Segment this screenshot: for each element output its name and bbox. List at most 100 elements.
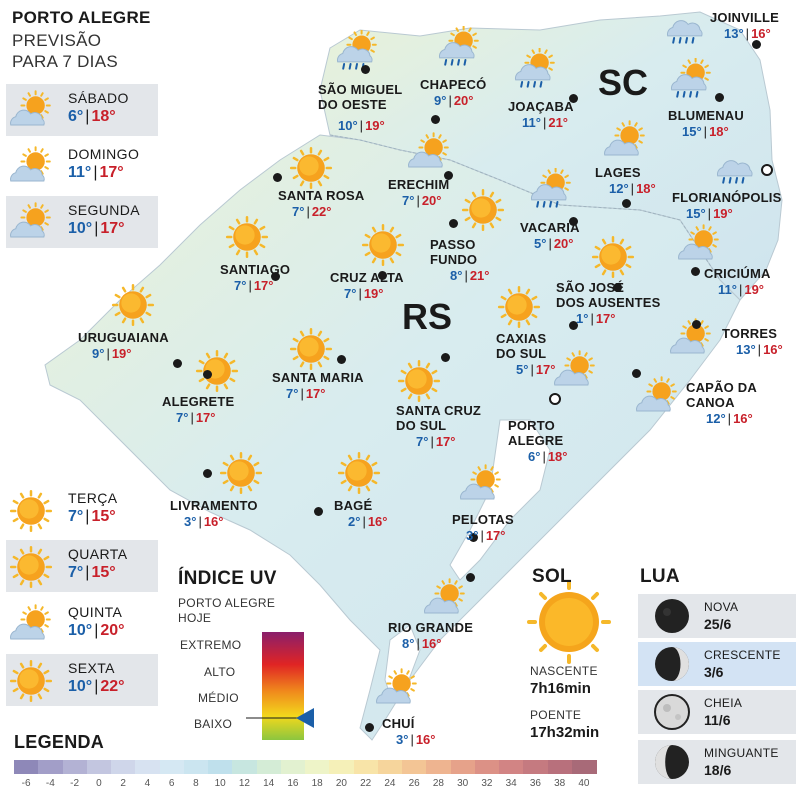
temp-separator: | (94, 678, 99, 695)
legend-color-swatch (256, 760, 282, 774)
legend-tick-label: 2 (120, 778, 126, 789)
city-name: CAXIAS DO SUL (496, 331, 547, 361)
city-marker[interactable] (441, 353, 450, 362)
city-marker[interactable] (271, 272, 280, 281)
legend-color-swatch (159, 760, 185, 774)
city-marker[interactable] (273, 173, 282, 182)
temp-separator: | (727, 411, 732, 426)
temp-separator: | (590, 311, 594, 326)
city-temps: 10° | 19° (338, 118, 385, 133)
temp-separator: | (703, 124, 708, 139)
city-temps: 3° | 17° (466, 528, 506, 543)
city-marker[interactable] (549, 393, 561, 405)
city-marker[interactable] (314, 507, 323, 516)
moon-phase-date: 11/6 (704, 712, 731, 728)
city-name: CAPÃO DA CANOA (686, 380, 757, 410)
city-max-temp: 16° (203, 514, 224, 529)
city-min-temp: 10° (338, 118, 358, 133)
sun-icon (8, 488, 54, 539)
city-marker[interactable] (715, 93, 724, 102)
sun-icon (288, 326, 334, 377)
city-marker[interactable] (691, 267, 700, 276)
legend-tick-label: 4 (144, 778, 151, 789)
uv-level-medio: MÉDIO (198, 691, 239, 705)
legend-tick-label: 12 (238, 778, 250, 789)
temp-separator: | (542, 449, 546, 464)
sun-icon (288, 145, 334, 196)
city-min-temp: 13° (724, 26, 744, 41)
forecast-day-temps: 10° | 20° (68, 622, 125, 640)
city-name: PELOTAS (452, 512, 514, 527)
city-marker[interactable] (752, 40, 761, 49)
city-marker[interactable] (173, 359, 182, 368)
city-marker[interactable] (203, 469, 212, 478)
city-marker[interactable] (361, 65, 370, 74)
legend-tick-label: 26 (408, 778, 420, 789)
city-marker[interactable] (466, 573, 475, 582)
forecast-day-name: SEXTA (68, 660, 115, 676)
city-marker[interactable] (449, 219, 458, 228)
forecast-day-quarta: QUARTA 7° | 15° (6, 540, 158, 592)
city-marker[interactable] (431, 115, 440, 124)
temp-separator: | (542, 115, 547, 130)
city-max-temp: 16° (421, 636, 442, 651)
city-marker[interactable] (569, 94, 578, 103)
uv-subtitle-line2: HOJE (178, 611, 212, 625)
page-subtitle: PREVISÃO PARA 7 DIAS (12, 30, 118, 72)
city-marker[interactable] (203, 370, 212, 379)
city-temps: 12° | 16° (706, 411, 753, 426)
legend-tick-label: 34 (505, 778, 517, 789)
forecast-day-temps: 11° | 17° (68, 164, 124, 182)
city-min-temp: 6° (528, 449, 541, 464)
temp-separator: | (757, 342, 762, 357)
city-max-temp: 18° (709, 124, 729, 139)
city-temps: 8° | 16° (402, 636, 442, 651)
legend-tick-label: 18 (311, 778, 323, 789)
partly-cloudy-icon (8, 602, 54, 653)
city-temps: 5° | 17° (516, 362, 556, 377)
city-marker[interactable] (378, 271, 387, 280)
legend-color-swatch (183, 760, 209, 774)
city-marker[interactable] (365, 723, 374, 732)
city-name: SÃO JOSÉ DOS AUSENTES (556, 280, 661, 310)
temp-separator: | (198, 514, 202, 529)
city-min-temp: 7° (286, 386, 299, 401)
city-max-temp: 19° (744, 282, 765, 297)
city-marker[interactable] (444, 171, 453, 180)
city-min-temp: 12° (706, 411, 726, 426)
forecast-day-name: DOMINGO (68, 146, 140, 162)
partly-cloudy-icon (422, 576, 468, 627)
page-title: PORTO ALEGRE (12, 8, 151, 27)
sun-icon (110, 282, 156, 333)
forecast-day-temps: 7° | 15° (68, 508, 116, 526)
city-marker[interactable] (613, 283, 622, 292)
sun-cloud-rain-icon (512, 47, 558, 99)
forecast-day-min: 10° (68, 220, 93, 237)
legend-tick-label: -6 (21, 778, 31, 789)
city-temps: 13° | 16° (724, 26, 771, 41)
city-marker[interactable] (761, 164, 773, 176)
city-marker[interactable] (469, 533, 478, 542)
moon-phase-name: MINGUANTE (704, 746, 779, 760)
forecast-day-name: QUINTA (68, 604, 123, 620)
forecast-day-min: 11° (68, 164, 92, 181)
city-marker[interactable] (622, 199, 631, 208)
city-marker[interactable] (337, 355, 346, 364)
city-marker[interactable] (569, 321, 578, 330)
sun-icon (396, 358, 442, 409)
city-name: CRUZ ALTA (330, 270, 404, 285)
city-marker[interactable] (632, 369, 641, 378)
city-min-temp: 5° (534, 236, 547, 251)
city-max-temp: 17° (195, 410, 216, 425)
legend-title: LEGENDA (14, 732, 105, 752)
temp-separator: | (85, 508, 90, 525)
legend-tick-label: -4 (45, 778, 55, 789)
temp-separator: | (416, 193, 420, 208)
city-marker[interactable] (692, 320, 701, 329)
sun-cloud-rain-icon (436, 25, 482, 77)
city-marker[interactable] (569, 217, 578, 226)
city-name: SANTIAGO (220, 262, 291, 277)
sunrise-time: 7h16min (530, 680, 591, 697)
uv-title: ÍNDICE UV (178, 568, 277, 589)
sunrise-label: NASCENTE (530, 664, 598, 678)
